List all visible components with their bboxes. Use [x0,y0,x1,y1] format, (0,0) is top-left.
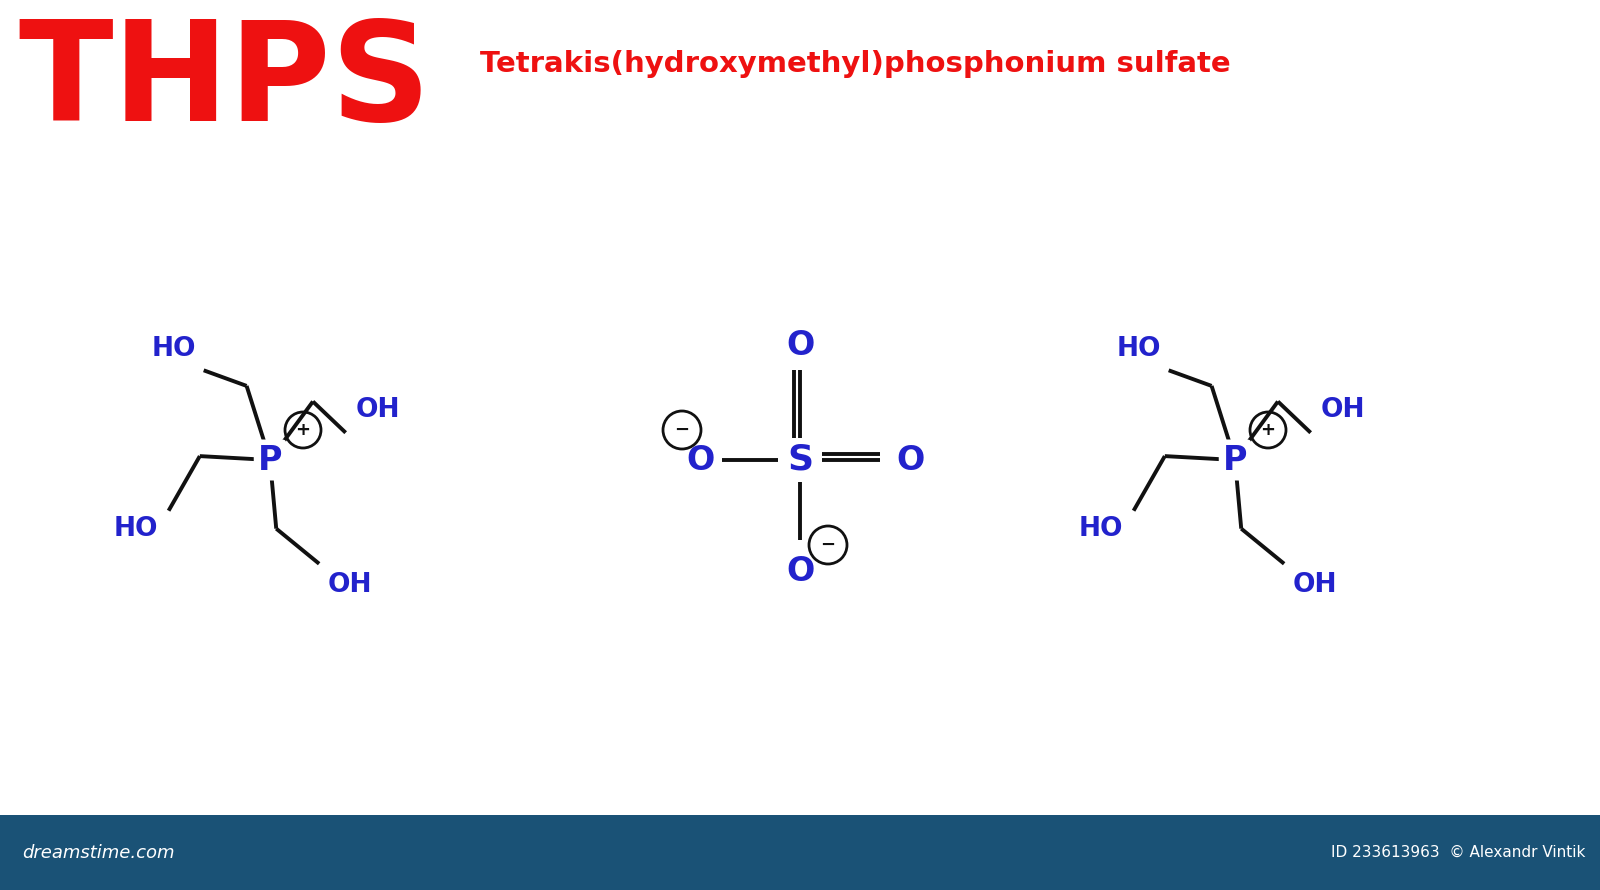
Text: −: − [675,421,690,439]
Text: P: P [1222,443,1248,476]
Text: O: O [786,329,814,362]
Text: THPS: THPS [18,15,430,150]
Text: HO: HO [114,515,158,542]
Text: OH: OH [326,571,371,598]
Text: HO: HO [1117,336,1160,362]
Text: OH: OH [355,397,400,423]
Text: O: O [786,555,814,588]
Text: O: O [686,443,715,476]
Text: +: + [1261,421,1275,439]
Text: HO: HO [1078,515,1123,542]
Text: −: − [821,536,835,554]
Text: ID 233613963  © Alexandr Vintik: ID 233613963 © Alexandr Vintik [1331,845,1586,860]
Text: O: O [896,443,925,476]
Text: P: P [258,443,282,476]
Text: +: + [296,421,310,439]
Text: OH: OH [1293,571,1336,598]
Text: Tetrakis(hydroxymethyl)phosphonium sulfate: Tetrakis(hydroxymethyl)phosphonium sulfa… [480,50,1230,78]
Text: HO: HO [150,336,195,362]
Text: OH: OH [1320,397,1365,423]
Text: S: S [787,443,813,477]
Text: dreamstime.com: dreamstime.com [22,844,174,862]
Bar [0,815,1600,890]
